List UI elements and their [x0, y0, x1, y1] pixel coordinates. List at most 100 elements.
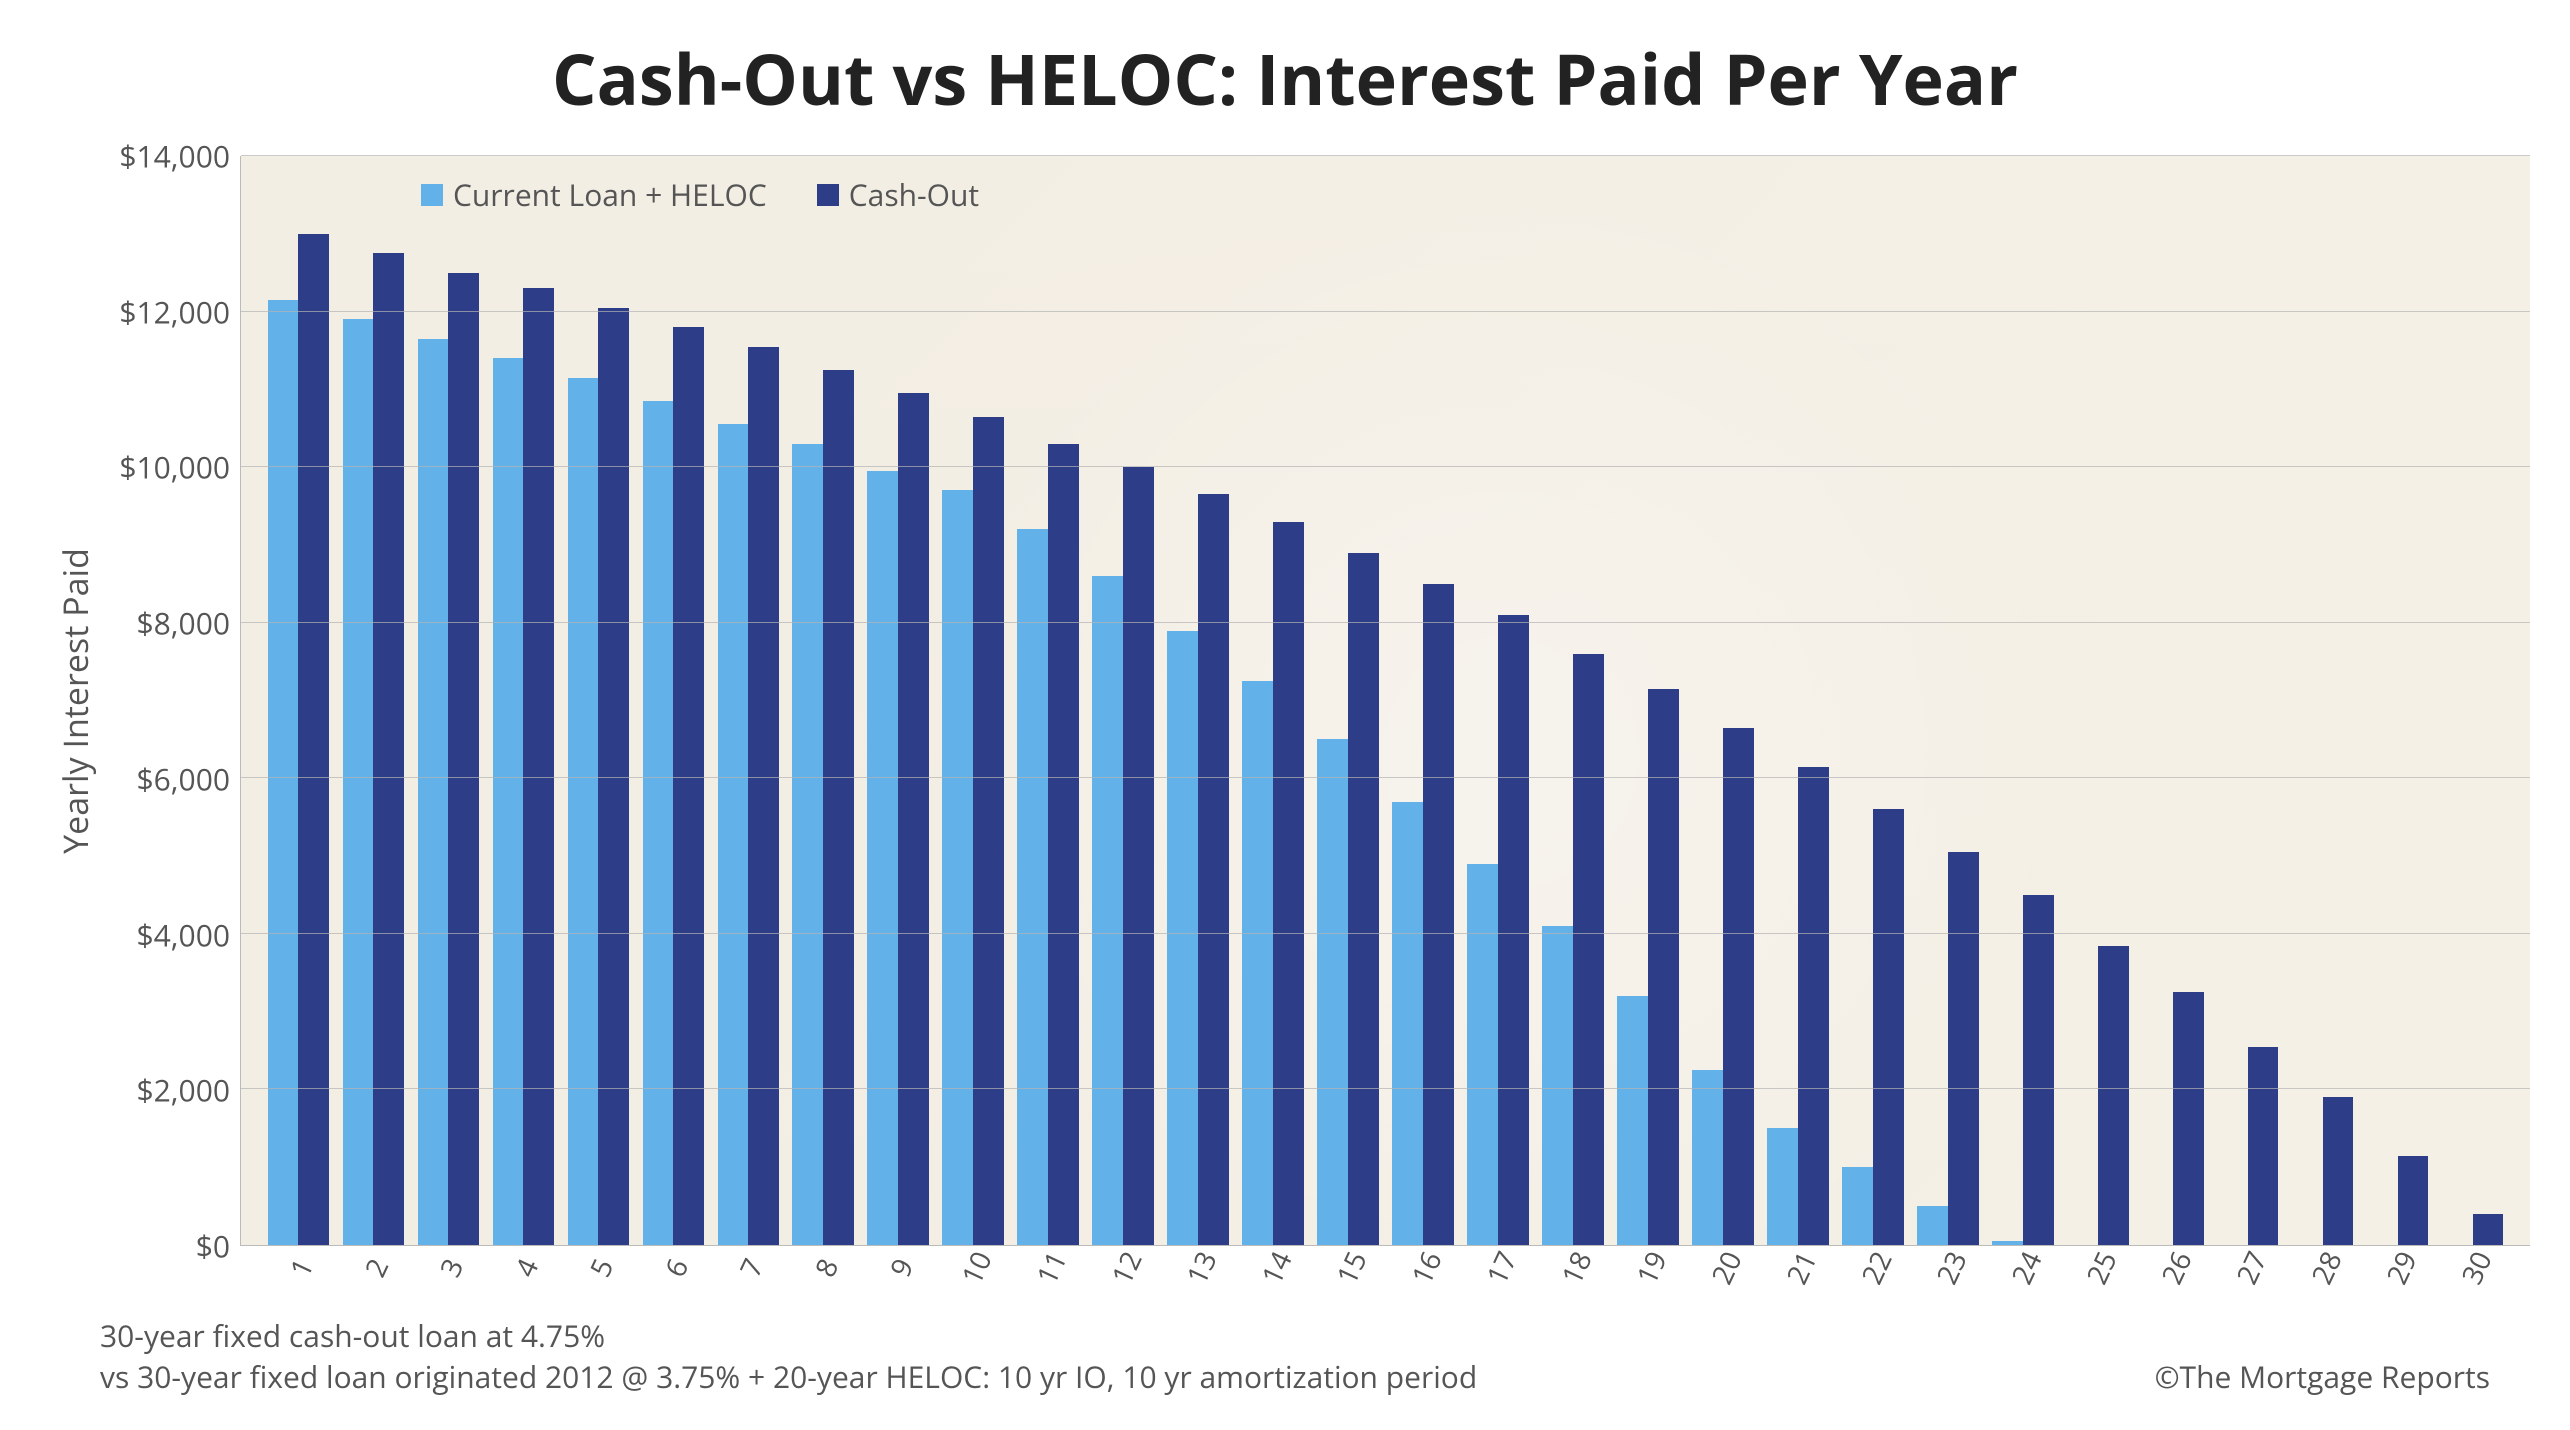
- legend: Current Loan + HELOC Cash-Out: [421, 174, 979, 215]
- legend-label-cashout: Cash-Out: [849, 174, 979, 215]
- bar-group: [2210, 156, 2285, 1245]
- bar: [1573, 654, 1604, 1245]
- footer: 30-year fixed cash-out loan at 4.75% vs …: [100, 1316, 2490, 1397]
- bar: [373, 253, 404, 1245]
- bar: [1542, 926, 1573, 1245]
- y-tick-label: $8,000: [110, 603, 230, 644]
- bar-group: [2060, 156, 2135, 1245]
- bar: [1017, 529, 1048, 1245]
- gridline: [241, 777, 2530, 778]
- bar-group: [1386, 156, 1461, 1245]
- bar-group: [636, 156, 711, 1245]
- bar: [2248, 1047, 2279, 1245]
- bars-container: [241, 156, 2530, 1245]
- legend-label-heloc: Current Loan + HELOC: [453, 174, 767, 215]
- y-tick-label: $10,000: [110, 447, 230, 488]
- bar: [942, 490, 973, 1245]
- bar-group: [1461, 156, 1536, 1245]
- bar: [1798, 767, 1829, 1245]
- bar: [1498, 615, 1529, 1245]
- bar: [568, 378, 599, 1245]
- bar: [898, 393, 929, 1245]
- bar-group: [1535, 156, 1610, 1245]
- bar: [1617, 996, 1648, 1245]
- bar-group: [2135, 156, 2210, 1245]
- y-tick-label: $6,000: [110, 758, 230, 799]
- bar-group: [1685, 156, 1760, 1245]
- plot-area: Current Loan + HELOC Cash-Out: [240, 156, 2530, 1246]
- bar: [823, 370, 854, 1245]
- bar-group: [486, 156, 561, 1245]
- bar-group: [336, 156, 411, 1245]
- bar-group: [1985, 156, 2060, 1245]
- legend-swatch-cashout: [817, 184, 839, 206]
- gridline: [241, 1088, 2530, 1089]
- bar: [1198, 494, 1229, 1245]
- gridline: [241, 622, 2530, 623]
- bar: [1048, 444, 1079, 1245]
- bar-group: [1610, 156, 1685, 1245]
- bar-group: [261, 156, 336, 1245]
- bar: [1948, 852, 1979, 1245]
- gridline: [241, 466, 2530, 467]
- bar: [867, 471, 898, 1245]
- bar: [1692, 1070, 1723, 1245]
- bar: [268, 300, 299, 1245]
- bar: [343, 319, 374, 1245]
- bar-group: [1161, 156, 1236, 1245]
- bar: [718, 424, 749, 1245]
- bar-group: [561, 156, 636, 1245]
- bar: [792, 444, 823, 1245]
- chart-title: Cash-Out vs HELOC: Interest Paid Per Yea…: [40, 30, 2530, 126]
- bar: [1123, 467, 1154, 1245]
- y-tick-label: $0: [110, 1226, 230, 1267]
- bar: [418, 339, 449, 1245]
- bar: [748, 347, 779, 1245]
- bar: [298, 234, 329, 1245]
- bar: [1167, 631, 1198, 1246]
- bar-group: [1835, 156, 1910, 1245]
- bar: [1873, 809, 1904, 1245]
- bar-group: [711, 156, 786, 1245]
- bar: [1423, 584, 1454, 1245]
- bar: [493, 358, 524, 1245]
- bar-group: [2435, 156, 2510, 1245]
- bar: [2098, 946, 2129, 1245]
- bar-group: [1086, 156, 1161, 1245]
- y-axis: $0$2,000$4,000$6,000$8,000$10,000$12,000…: [110, 156, 240, 1246]
- y-axis-label-wrap: Yearly Interest Paid: [40, 156, 110, 1246]
- x-axis: 1234567891011121314151617181920212223242…: [240, 1246, 2530, 1316]
- bar: [1242, 681, 1273, 1245]
- y-axis-label: Yearly Interest Paid: [52, 548, 98, 854]
- y-tick-label: $12,000: [110, 291, 230, 332]
- legend-item-cashout: Cash-Out: [817, 174, 979, 215]
- bar-group: [1311, 156, 1386, 1245]
- bar-group: [1910, 156, 1985, 1245]
- chart-container: Cash-Out vs HELOC: Interest Paid Per Yea…: [0, 0, 2570, 1430]
- bar: [2323, 1097, 2354, 1245]
- bar-group: [786, 156, 861, 1245]
- bar: [673, 327, 704, 1245]
- gridline: [241, 933, 2530, 934]
- bar: [1648, 689, 1679, 1245]
- gridline: [241, 155, 2530, 156]
- bar-group: [1236, 156, 1311, 1245]
- bar: [1348, 553, 1379, 1245]
- bar-group: [2360, 156, 2435, 1245]
- bar: [523, 288, 554, 1245]
- footnote-line-1: 30-year fixed cash-out loan at 4.75%: [100, 1316, 1477, 1357]
- bar: [1392, 802, 1423, 1245]
- y-tick-label: $14,000: [110, 136, 230, 177]
- bar-group: [1011, 156, 1086, 1245]
- footnote-line-2: vs 30-year fixed loan originated 2012 @ …: [100, 1357, 1477, 1398]
- legend-swatch-heloc: [421, 184, 443, 206]
- bar: [1317, 739, 1348, 1245]
- bar: [1092, 576, 1123, 1245]
- gridline: [241, 311, 2530, 312]
- bar: [1842, 1167, 1873, 1245]
- legend-item-heloc: Current Loan + HELOC: [421, 174, 767, 215]
- bar: [643, 401, 674, 1245]
- y-tick-label: $2,000: [110, 1070, 230, 1111]
- bar-group: [2285, 156, 2360, 1245]
- plot-and-axis: Yearly Interest Paid $0$2,000$4,000$6,00…: [40, 156, 2530, 1246]
